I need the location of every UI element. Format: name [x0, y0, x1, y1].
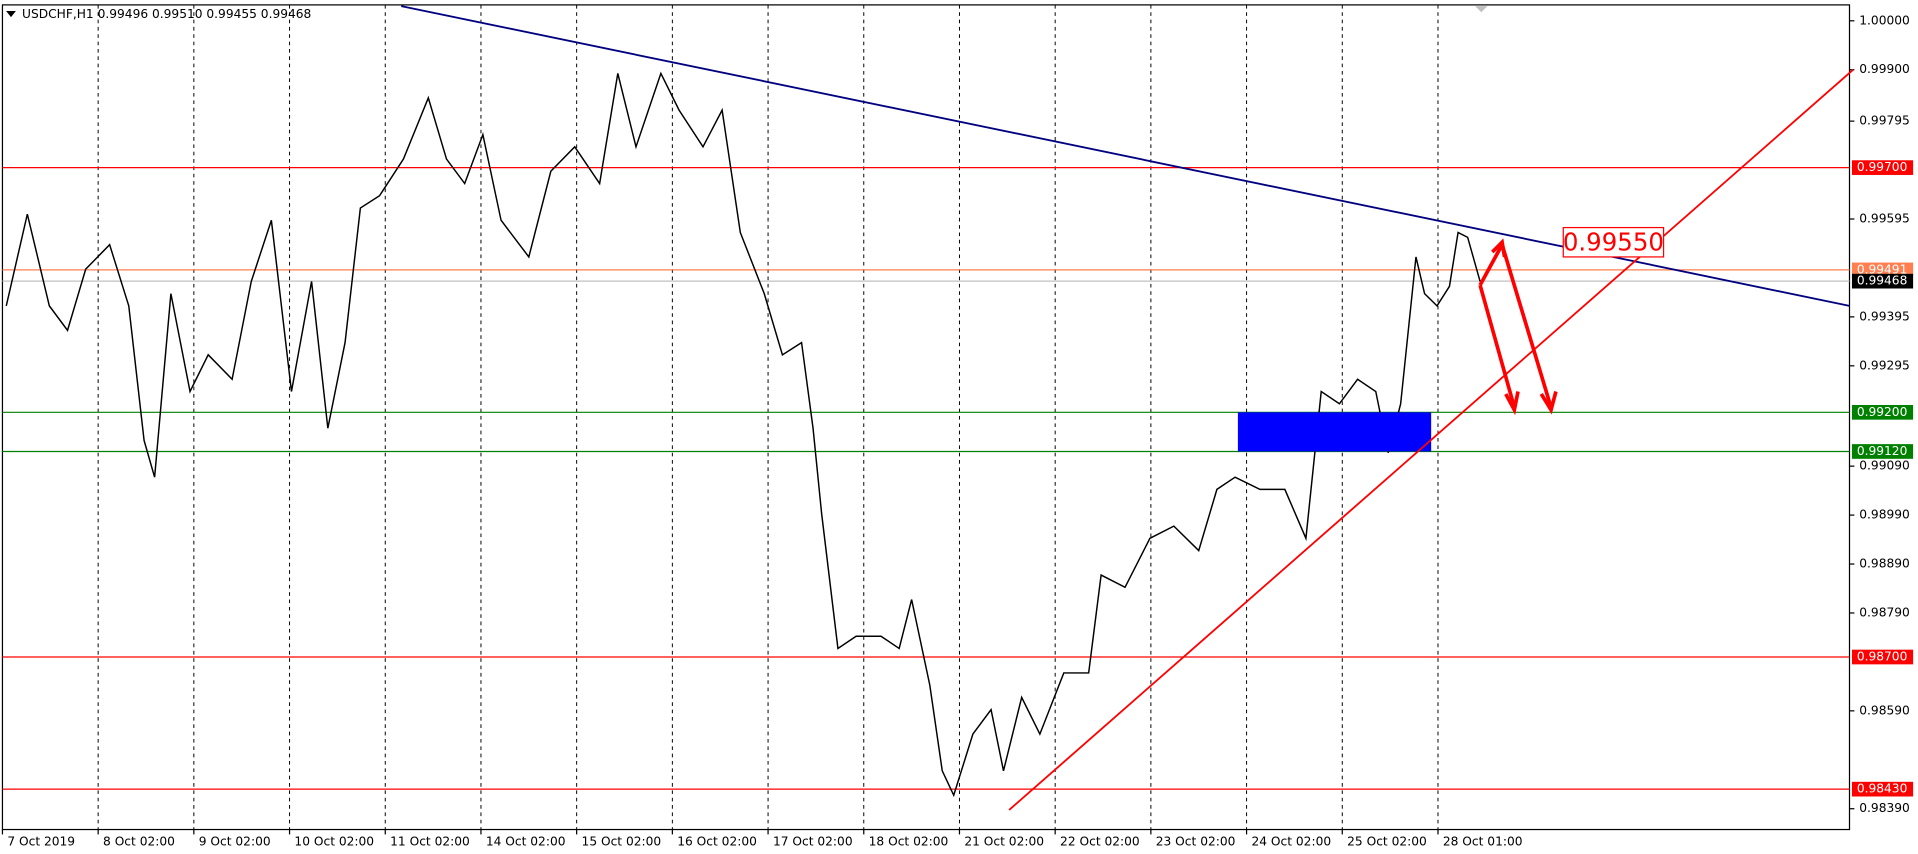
arrow-head	[1539, 391, 1558, 415]
level-label-bg	[1851, 273, 1914, 289]
level-label: 0.99491	[1857, 262, 1908, 276]
y-tick-label: 0.99090	[1859, 459, 1910, 473]
y-tick-label: 0.99595	[1859, 212, 1910, 226]
x-tick-label: 22 Oct 02:00	[1060, 834, 1140, 848]
level-label: 0.98700	[1857, 650, 1908, 664]
price-line	[5, 71, 1481, 798]
x-tick-label: 17 Oct 02:00	[773, 834, 853, 848]
x-tick-label: 28 Oct 01:00	[1443, 834, 1523, 848]
y-tick-label: 0.99795	[1859, 114, 1910, 128]
plot-frame	[1, 4, 1851, 831]
x-tick-label: 14 Oct 02:00	[486, 834, 566, 848]
x-tick-label: 25 Oct 02:00	[1347, 834, 1427, 848]
y-tick-label: 0.99900	[1859, 62, 1910, 76]
arrow-head	[1491, 238, 1507, 258]
y-tick-label: 0.99395	[1859, 309, 1910, 323]
y-tick-label: 0.98790	[1859, 605, 1910, 619]
level-label-bg	[1851, 404, 1914, 420]
level-label-bg	[1851, 444, 1914, 459]
level-label-bg	[1851, 781, 1914, 797]
x-tick-label: 10 Oct 02:00	[294, 834, 374, 848]
x-tick-label: 18 Oct 02:00	[869, 834, 949, 848]
forecast-arrows	[1478, 238, 1558, 416]
y-tick-label: 0.99295	[1859, 358, 1910, 372]
x-tick-label: 9 Oct 02:00	[199, 834, 271, 848]
x-tick-label: 23 Oct 02:00	[1156, 834, 1236, 848]
level-label: 0.98430	[1857, 782, 1908, 796]
x-tick-label: 16 Oct 02:00	[677, 834, 757, 848]
annotation-box	[1562, 226, 1665, 258]
level-label-bg	[1851, 649, 1914, 665]
y-tick-label: 0.98390	[1859, 801, 1910, 815]
x-tick-label: 11 Oct 02:00	[390, 834, 470, 848]
y-tick-label: 0.98590	[1859, 703, 1910, 717]
chart-title: USDCHF,H1 0.99496 0.99510 0.99455 0.9946…	[22, 7, 311, 21]
level-label: 0.99200	[1857, 405, 1908, 419]
x-tick-label: 8 Oct 02:00	[103, 834, 175, 848]
menu-triangle	[6, 11, 16, 18]
y-tick-label: 0.98990	[1859, 508, 1910, 522]
shift-marker	[1475, 6, 1488, 13]
level-label: 0.99120	[1857, 444, 1908, 458]
level-label-bg	[1851, 160, 1914, 175]
annotation: 0.99550	[1563, 227, 1664, 256]
arrow-path	[1478, 284, 1517, 408]
x-tick-label: 21 Oct 02:00	[964, 834, 1044, 848]
level-label: 0.99468	[1857, 274, 1908, 288]
level-label: 0.99700	[1857, 160, 1908, 174]
y-tick-label: 1.00000	[1859, 13, 1910, 27]
x-tick-label: 15 Oct 02:00	[582, 834, 662, 848]
x-tick-label: 24 Oct 02:00	[1251, 834, 1331, 848]
support-trendline	[1008, 69, 1854, 811]
zone-box	[1237, 412, 1432, 452]
x-tick-label: 7 Oct 2019	[7, 834, 75, 848]
plot-layer: 7 Oct 2019 8 Oct 02:00 9 Oct 02:00 10 Oct 0…	[1, 4, 1914, 848]
arrow-head	[1504, 391, 1520, 416]
y-tick-label: 0.98890	[1859, 557, 1910, 571]
level-label-bg	[1851, 262, 1914, 278]
